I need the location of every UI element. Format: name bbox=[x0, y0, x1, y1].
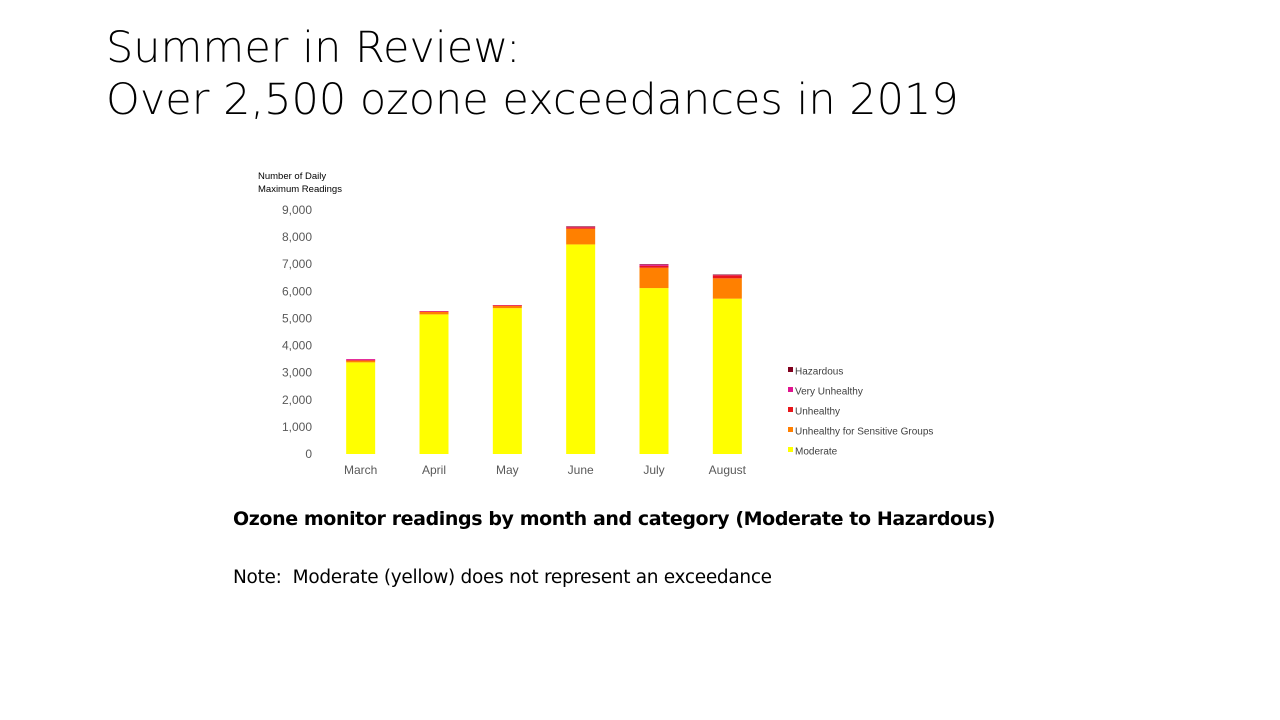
bar-segment-unhealthy-for-sensitive-groups bbox=[419, 311, 449, 315]
y-tick-label: 8,000 bbox=[282, 230, 312, 244]
legend-swatch bbox=[788, 427, 793, 432]
y-tick-label: 5,000 bbox=[282, 311, 312, 325]
bar-segment-hazardous bbox=[639, 264, 669, 265]
y-tick-label: 2,000 bbox=[282, 393, 312, 407]
bar-segment-unhealthy-for-sensitive-groups bbox=[566, 228, 596, 245]
bar-segment-very-unhealthy bbox=[566, 226, 596, 228]
bar-segment-moderate bbox=[639, 288, 669, 454]
slide-title-line2: Over 2,500 ozone exceedances in 2019 bbox=[106, 75, 959, 125]
legend-label: Very Unhealthy bbox=[795, 387, 863, 398]
bar-segment-unhealthy-for-sensitive-groups bbox=[639, 267, 669, 289]
bar-segment-moderate bbox=[346, 362, 376, 454]
bar-segment-unhealthy bbox=[346, 360, 376, 361]
legend-label: Unhealthy for Sensitive Groups bbox=[795, 427, 933, 438]
y-tick-label: 0 bbox=[305, 447, 312, 461]
y-tick-label: 9,000 bbox=[282, 203, 312, 217]
bar-segment-very-unhealthy bbox=[712, 274, 742, 276]
y-tick-label: 1,000 bbox=[282, 420, 312, 434]
chart-note: Note: Moderate (yellow) does not represe… bbox=[233, 567, 772, 588]
bar-segment-very-unhealthy bbox=[419, 311, 449, 312]
bar-segment-moderate bbox=[492, 308, 522, 454]
bar-segment-moderate bbox=[566, 244, 596, 454]
x-tick-label: June bbox=[568, 463, 594, 477]
y-tick-label: 6,000 bbox=[282, 284, 312, 298]
x-tick-label: March bbox=[344, 463, 377, 477]
legend-swatch bbox=[788, 367, 793, 372]
slide-title: Summer in Review: Over 2,500 ozone excee… bbox=[106, 22, 959, 126]
y-tick-label: 7,000 bbox=[282, 257, 312, 271]
bar-segment-very-unhealthy bbox=[346, 359, 376, 361]
bar-segment-unhealthy-for-sensitive-groups bbox=[492, 305, 522, 309]
y-tick-label: 3,000 bbox=[282, 366, 312, 380]
chart-caption: Ozone monitor readings by month and cate… bbox=[233, 508, 995, 530]
legend-label: Hazardous bbox=[795, 367, 843, 378]
slide-title-line1: Summer in Review: bbox=[106, 23, 521, 73]
bar-segment-unhealthy-for-sensitive-groups bbox=[346, 360, 376, 363]
legend-swatch bbox=[788, 407, 793, 412]
x-tick-label: April bbox=[422, 463, 446, 477]
legend-swatch bbox=[788, 387, 793, 392]
bar-segment-hazardous bbox=[712, 274, 742, 276]
bar-segment-moderate bbox=[712, 298, 742, 454]
bar-segment-unhealthy bbox=[566, 227, 596, 229]
bar-segment-moderate bbox=[419, 314, 449, 454]
legend-label: Moderate bbox=[795, 447, 838, 458]
bar-segment-unhealthy bbox=[712, 275, 742, 279]
bar-segment-unhealthy bbox=[639, 265, 669, 268]
y-axis-title: Number of Daily Maximum Readings bbox=[258, 170, 342, 196]
bar-segment-hazardous bbox=[566, 226, 596, 227]
y-axis-title-line1: Number of Daily bbox=[258, 171, 327, 182]
legend-swatch bbox=[788, 447, 793, 452]
legend-label: Unhealthy bbox=[795, 407, 840, 418]
y-tick-label: 4,000 bbox=[282, 339, 312, 353]
bar-segment-very-unhealthy bbox=[639, 264, 669, 266]
bar-segment-unhealthy-for-sensitive-groups bbox=[712, 278, 742, 299]
bar-segment-unhealthy bbox=[419, 311, 449, 312]
bar-segment-very-unhealthy bbox=[492, 305, 522, 306]
x-tick-label: August bbox=[709, 463, 747, 477]
y-axis-title-line2: Maximum Readings bbox=[258, 184, 342, 195]
x-tick-label: May bbox=[496, 463, 519, 477]
x-tick-label: July bbox=[643, 463, 664, 477]
